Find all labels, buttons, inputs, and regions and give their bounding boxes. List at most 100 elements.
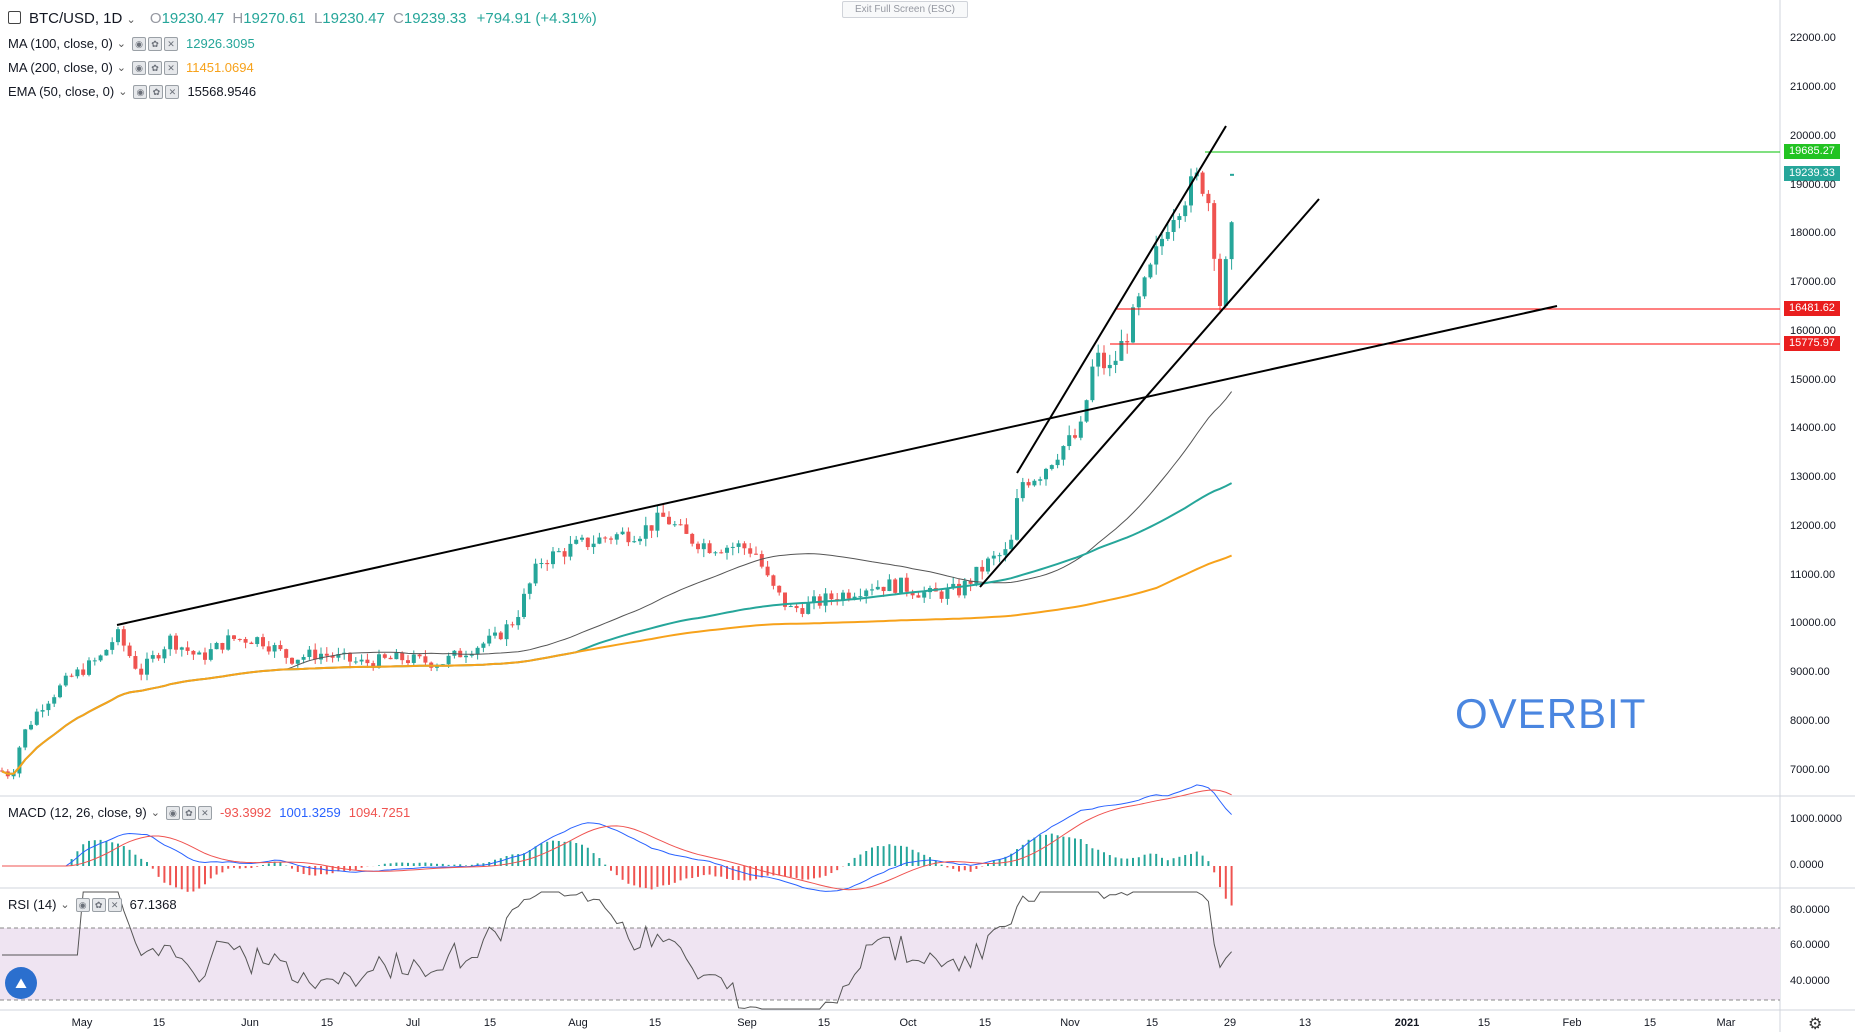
- channel-lower-line[interactable]: [979, 198, 1320, 588]
- ma100-legend[interactable]: MA (100, close, 0) ⌄ ◉ ✿ ✕ 12926.3095: [8, 36, 255, 51]
- candle-up: [1142, 277, 1147, 297]
- rsi-legend[interactable]: RSI (14) ⌄ ◉ ✿ ✕ 67.1368: [8, 897, 177, 912]
- ma100-line: [1, 482, 1233, 775]
- date-tick-label: 15: [817, 1017, 831, 1029]
- candle-down: [406, 660, 410, 663]
- ema50-legend[interactable]: EMA (50, close, 0) ⌄ ◉ ✿ ✕ 15568.9546: [8, 84, 256, 99]
- price-tick-label: 11000.00: [1790, 568, 1836, 581]
- date-tick-label: 15: [320, 1017, 334, 1029]
- candle-down: [626, 531, 631, 543]
- candle-down: [69, 675, 74, 677]
- candle-down: [661, 512, 666, 517]
- ma100-label[interactable]: MA (100, close, 0): [8, 36, 113, 51]
- candle-down: [904, 577, 909, 592]
- eye-icon[interactable]: ◉: [132, 36, 146, 51]
- candle-down: [957, 583, 961, 596]
- chevron-down-icon[interactable]: ⌄: [150, 807, 160, 819]
- candle-down: [290, 657, 294, 664]
- candle-down: [916, 595, 921, 598]
- close-icon[interactable]: ✕: [165, 84, 180, 99]
- ohlc-legend: BTC/USD, 1D ⌄ O19230.47 H19270.61 L19230…: [8, 10, 597, 27]
- candle-up: [533, 563, 538, 584]
- candle-down: [324, 653, 329, 656]
- candle-up: [487, 635, 492, 644]
- candle-up: [1160, 238, 1164, 247]
- chevron-down-icon[interactable]: ⌄: [60, 899, 70, 911]
- candle-down: [649, 525, 654, 531]
- channel-upper-line[interactable]: [1016, 125, 1227, 474]
- candle-up: [168, 635, 173, 650]
- exit-fullscreen-button[interactable]: Exit Full Screen (ESC): [842, 1, 968, 18]
- close-icon[interactable]: ✕: [197, 805, 212, 820]
- candle-up: [806, 602, 811, 614]
- long-trend-line[interactable]: [116, 305, 1558, 626]
- gear-icon[interactable]: ✿: [149, 84, 164, 99]
- candle-down: [133, 656, 138, 669]
- candle-down: [0, 770, 4, 772]
- rsi-label[interactable]: RSI (14): [8, 897, 57, 912]
- candle-up: [1154, 246, 1159, 265]
- candle-up: [116, 629, 120, 643]
- gear-icon[interactable]: ✿: [148, 36, 162, 51]
- macd-signal-line: [2, 789, 1232, 891]
- candle-down: [382, 654, 387, 658]
- macd-line: [2, 784, 1232, 892]
- tradingview-logo-icon[interactable]: ⛰: [5, 967, 37, 999]
- price-tick-label: 13000.00: [1790, 471, 1836, 483]
- symbol-label[interactable]: BTC/USD, 1D: [29, 10, 123, 27]
- candle-down: [313, 649, 318, 660]
- candle-down: [1073, 435, 1077, 438]
- ema50-label[interactable]: EMA (50, close, 0): [8, 84, 115, 99]
- price-tick-label: 8000.00: [1790, 714, 1830, 727]
- candle-up: [150, 655, 155, 659]
- candle-up: [1090, 366, 1095, 401]
- candle-up: [620, 531, 625, 535]
- gear-icon[interactable]: ✿: [148, 60, 162, 75]
- candle-up: [1183, 205, 1188, 217]
- candle-up: [922, 592, 927, 598]
- candle-down: [1206, 193, 1211, 204]
- candle-down: [81, 669, 86, 675]
- low-value: 19230.47: [322, 10, 385, 27]
- macd-label[interactable]: MACD (12, 26, close, 9): [8, 805, 147, 820]
- ma200-legend[interactable]: MA (200, close, 0) ⌄ ◉ ✿ ✕ 11451.0694: [8, 60, 254, 75]
- chevron-down-icon[interactable]: ⌄: [118, 86, 128, 98]
- macd-legend[interactable]: MACD (12, 26, close, 9) ⌄ ◉ ✿ ✕ -93.3992 1…: [8, 805, 410, 820]
- candle-up: [701, 543, 706, 550]
- close-icon[interactable]: ✕: [164, 60, 178, 75]
- candle-down: [603, 537, 608, 539]
- eye-icon[interactable]: ◉: [75, 897, 90, 912]
- gear-icon[interactable]: ✿: [91, 897, 106, 912]
- eye-icon[interactable]: ◉: [133, 84, 148, 99]
- chevron-down-icon[interactable]: ⌄: [126, 14, 136, 26]
- chevron-down-icon[interactable]: ⌄: [116, 62, 126, 74]
- candle-up: [1032, 480, 1037, 486]
- candle-up: [110, 642, 115, 650]
- candle-up: [1113, 360, 1118, 365]
- candle-down: [667, 516, 671, 525]
- close-icon[interactable]: ✕: [164, 36, 178, 51]
- eye-icon[interactable]: ◉: [165, 805, 180, 820]
- date-tick-label: 15: [1477, 1017, 1491, 1029]
- eye-icon[interactable]: ◉: [132, 60, 146, 75]
- ma200-label[interactable]: MA (200, close, 0): [8, 60, 113, 75]
- gear-icon[interactable]: ✿: [181, 805, 196, 820]
- candle-up: [1136, 296, 1141, 308]
- candle-down: [237, 638, 242, 640]
- candle-down: [417, 654, 422, 657]
- chevron-down-icon[interactable]: ⌄: [116, 38, 126, 50]
- candle-up: [179, 647, 184, 650]
- candle-up: [353, 661, 358, 663]
- high-key: H: [232, 10, 244, 27]
- candle-up: [1119, 341, 1124, 361]
- candle-up: [52, 697, 57, 704]
- candle-down: [684, 524, 689, 534]
- candles-layer: [0, 167, 1234, 780]
- candle-down: [365, 659, 370, 664]
- candle-down: [510, 624, 515, 626]
- candle-up: [1078, 421, 1083, 438]
- collapse-icon[interactable]: [8, 11, 21, 24]
- close-icon[interactable]: ✕: [107, 897, 122, 912]
- settings-gear-icon[interactable]: ⚙: [1808, 1016, 1823, 1033]
